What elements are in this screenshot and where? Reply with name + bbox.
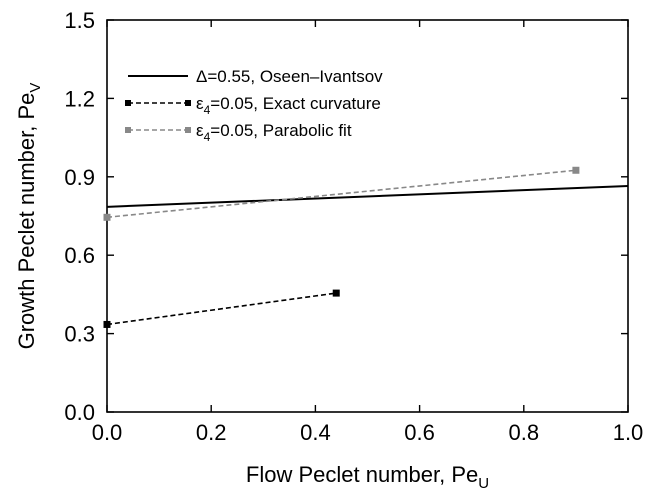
y-tick-label: 0.3 (64, 322, 95, 347)
series-line-2 (106, 169, 576, 219)
legend-symbol: Δ (196, 67, 207, 86)
legend-marker-2 (185, 127, 191, 133)
x-tick-label: 0.6 (404, 420, 435, 445)
x-tick-label: 0.2 (196, 420, 227, 445)
series-line-1 (106, 292, 337, 326)
legend-subscript: 4 (204, 130, 211, 144)
legend-symbol: ε (196, 121, 204, 140)
legend-subscript: 4 (204, 103, 211, 117)
legend-label-1: ε4=0.05, Exact curvature (196, 94, 381, 117)
series-1-point (103, 320, 111, 328)
series-2-point (572, 166, 580, 174)
legend-text: =0.05, Exact curvature (210, 94, 381, 113)
x-tick-label: 1.0 (613, 420, 644, 445)
y-axis-title-subscript: V (27, 83, 44, 93)
y-tick-label: 0.6 (64, 243, 95, 268)
x-tick-label: 0.0 (92, 420, 123, 445)
legend-marker-1 (125, 100, 131, 106)
y-tick-label: 0.0 (64, 400, 95, 425)
legend-text: =0.55, Oseen–Ivantsov (207, 67, 383, 86)
y-tick-label: 1.2 (64, 86, 95, 111)
legend-marker-2 (125, 127, 131, 133)
series-line-0 (106, 184, 629, 208)
x-axis-title-subscript: U (478, 475, 489, 492)
y-tick-label: 0.9 (64, 165, 95, 190)
x-axis-title-text: Flow Peclet number, Pe (246, 462, 478, 487)
y-axis-title: Growth Peclet number, PeV (14, 83, 44, 350)
x-tick-label: 0.4 (300, 420, 331, 445)
legend-label-0: Δ=0.55, Oseen–Ivantsov (196, 67, 383, 86)
legend-marker-1 (185, 100, 191, 106)
series-layer (103, 166, 629, 328)
legend-symbol: ε (196, 94, 204, 113)
tick-labels: 0.0 0.2 0.4 0.6 0.8 1.0 0.0 0.3 0.6 0.9 1.2 1.5 (64, 8, 643, 445)
legend-text: =0.05, Parabolic fit (210, 121, 352, 140)
legend-label-2: ε4=0.05, Parabolic fit (196, 121, 352, 144)
axis-ticks (106, 19, 629, 413)
y-axis-title-text: Growth Peclet number, Pe (14, 93, 39, 350)
series-2-point (103, 213, 111, 221)
y-tick-label: 1.5 (64, 8, 95, 33)
x-axis-title: Flow Peclet number, PeU (246, 462, 489, 492)
series-1-point (332, 289, 340, 297)
x-tick-label: 0.8 (509, 420, 540, 445)
